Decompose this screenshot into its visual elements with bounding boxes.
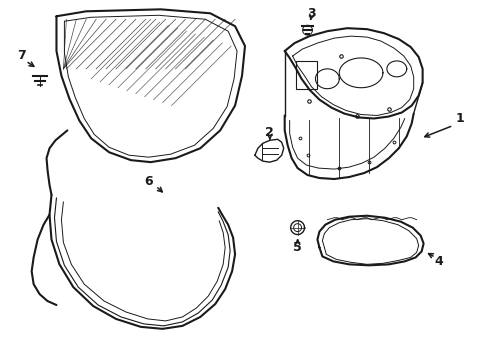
Text: 2: 2: [266, 126, 274, 139]
Text: 3: 3: [307, 7, 316, 20]
Text: 6: 6: [145, 175, 153, 189]
Text: 5: 5: [293, 241, 302, 254]
Text: 7: 7: [17, 49, 26, 63]
Text: 1: 1: [456, 112, 465, 125]
Text: 4: 4: [434, 255, 443, 268]
Bar: [295, 61, 318, 89]
